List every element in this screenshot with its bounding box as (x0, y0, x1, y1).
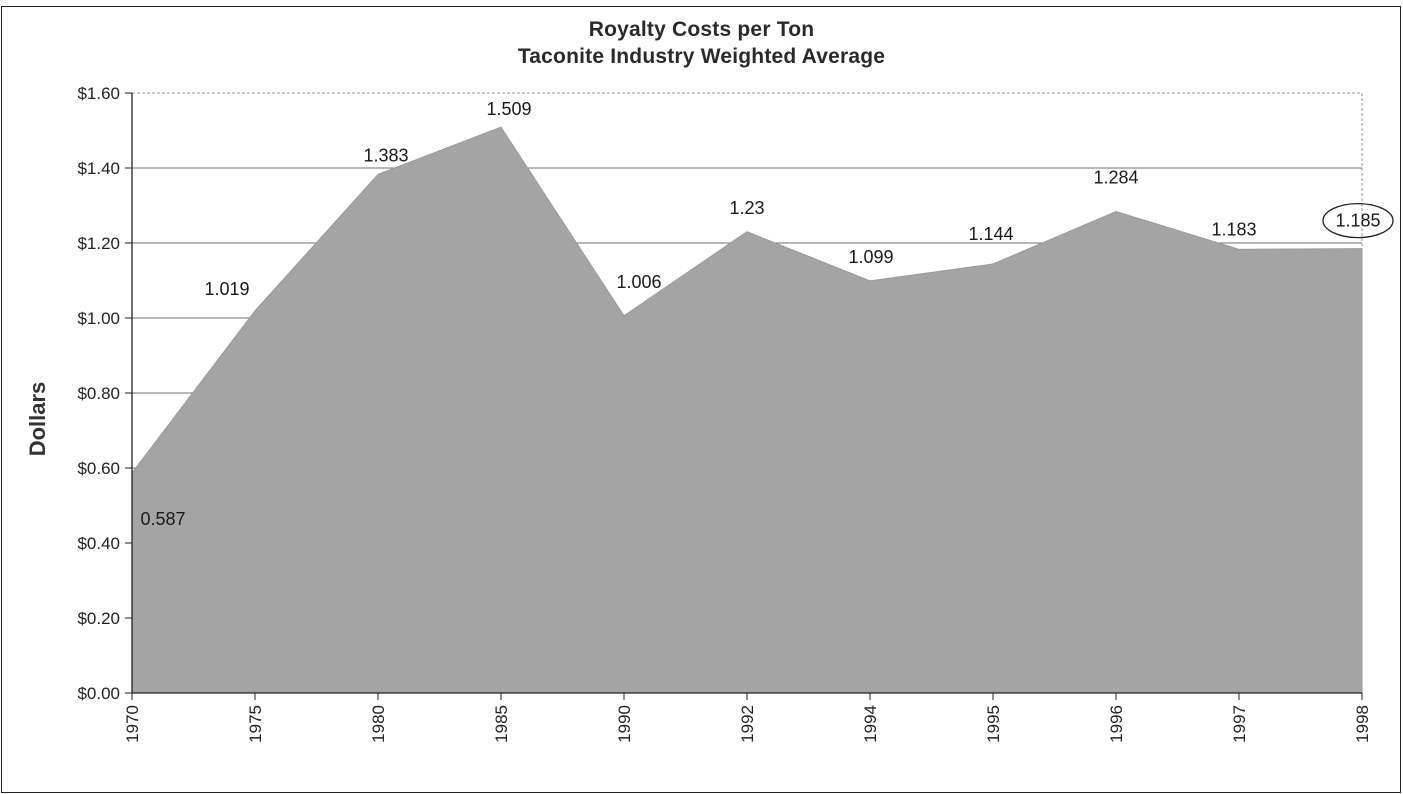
y-tick-label: $0.60 (77, 459, 120, 478)
y-tick-label: $1.40 (77, 159, 120, 178)
y-tick-label: $0.00 (77, 684, 120, 703)
y-tick-label: $1.20 (77, 234, 120, 253)
x-tick-label: 1994 (861, 705, 880, 743)
x-tick-label: 1996 (1107, 705, 1126, 743)
y-tick-label: $0.40 (77, 534, 120, 553)
data-label: 1.509 (486, 99, 531, 119)
y-tick-label: $1.00 (77, 309, 120, 328)
data-label: 0.587 (140, 509, 185, 529)
data-label: 1.006 (616, 272, 661, 292)
x-tick-label: 1985 (492, 705, 511, 743)
data-label: 1.144 (968, 224, 1013, 244)
x-tick-label: 1997 (1230, 705, 1249, 743)
x-tick-label: 1998 (1353, 705, 1372, 743)
chart-title: Royalty Costs per Ton (588, 18, 815, 41)
data-label: 1.183 (1211, 219, 1256, 239)
y-tick-label: $0.80 (77, 384, 120, 403)
data-label: 1.23 (729, 198, 764, 218)
data-label: 1.185 (1335, 211, 1380, 231)
data-label: 1.019 (204, 279, 249, 299)
data-label: 1.284 (1093, 168, 1138, 188)
chart-subtitle: Taconite Industry Weighted Average (517, 45, 886, 68)
x-tick-label: 1975 (246, 705, 265, 743)
data-label: 1.383 (363, 145, 408, 165)
y-tick-label: $1.60 (77, 84, 120, 103)
area-series (131, 126, 1363, 694)
x-tick-label: 1980 (369, 705, 388, 743)
x-tick-label: 1995 (984, 705, 1003, 743)
highlight-circle (1322, 202, 1394, 239)
x-tick-label: 1992 (738, 705, 757, 743)
y-tick-label: $0.20 (77, 609, 120, 628)
x-tick-label: 1990 (615, 705, 634, 743)
x-tick-label: 1970 (123, 705, 142, 743)
data-label: 1.099 (848, 247, 893, 267)
